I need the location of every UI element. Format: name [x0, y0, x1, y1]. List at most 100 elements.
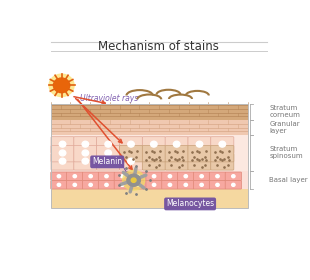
FancyBboxPatch shape: [67, 181, 83, 189]
Circle shape: [153, 175, 156, 178]
Bar: [51, 135, 248, 171]
Circle shape: [136, 183, 140, 186]
Circle shape: [131, 178, 136, 182]
FancyBboxPatch shape: [82, 181, 99, 189]
Circle shape: [196, 141, 203, 147]
Circle shape: [127, 174, 140, 186]
Bar: [51, 171, 248, 189]
Circle shape: [173, 141, 180, 147]
Circle shape: [168, 183, 172, 186]
Circle shape: [89, 183, 92, 186]
Circle shape: [200, 175, 203, 178]
FancyBboxPatch shape: [162, 172, 178, 180]
FancyBboxPatch shape: [51, 181, 67, 189]
FancyBboxPatch shape: [142, 137, 165, 153]
Circle shape: [59, 150, 66, 156]
Circle shape: [200, 183, 203, 186]
FancyBboxPatch shape: [188, 137, 211, 153]
Circle shape: [57, 183, 61, 186]
FancyBboxPatch shape: [193, 181, 210, 189]
FancyBboxPatch shape: [51, 154, 74, 170]
Circle shape: [105, 175, 108, 178]
FancyBboxPatch shape: [165, 146, 188, 162]
Text: Basal layer: Basal layer: [269, 177, 308, 183]
FancyBboxPatch shape: [146, 181, 162, 189]
FancyBboxPatch shape: [74, 137, 97, 153]
FancyBboxPatch shape: [114, 181, 131, 189]
FancyBboxPatch shape: [98, 172, 115, 180]
Circle shape: [168, 175, 172, 178]
Circle shape: [89, 175, 92, 178]
FancyBboxPatch shape: [146, 172, 162, 180]
Circle shape: [121, 175, 124, 178]
Bar: [51, 189, 248, 208]
Circle shape: [136, 175, 140, 178]
FancyBboxPatch shape: [114, 172, 131, 180]
Circle shape: [105, 158, 112, 164]
Circle shape: [49, 74, 74, 97]
Circle shape: [151, 141, 157, 147]
Bar: [51, 104, 248, 208]
FancyBboxPatch shape: [188, 146, 211, 162]
Circle shape: [184, 183, 188, 186]
FancyBboxPatch shape: [193, 172, 210, 180]
Circle shape: [73, 175, 77, 178]
Circle shape: [105, 141, 112, 147]
Text: Stratum
spinosum: Stratum spinosum: [269, 146, 303, 159]
Text: Melanin: Melanin: [92, 157, 122, 166]
Circle shape: [153, 183, 156, 186]
Circle shape: [232, 183, 235, 186]
FancyBboxPatch shape: [82, 172, 99, 180]
Circle shape: [232, 175, 235, 178]
Circle shape: [216, 183, 219, 186]
FancyBboxPatch shape: [67, 172, 83, 180]
FancyBboxPatch shape: [97, 154, 120, 170]
Circle shape: [122, 170, 145, 190]
FancyBboxPatch shape: [119, 146, 143, 162]
FancyBboxPatch shape: [211, 154, 234, 170]
Bar: [51, 104, 248, 120]
Circle shape: [82, 158, 89, 164]
Circle shape: [105, 150, 112, 156]
Bar: [51, 120, 248, 135]
Text: Granular
layer: Granular layer: [269, 121, 300, 134]
FancyBboxPatch shape: [119, 154, 143, 170]
FancyBboxPatch shape: [211, 146, 234, 162]
FancyBboxPatch shape: [130, 172, 146, 180]
FancyBboxPatch shape: [142, 154, 165, 170]
Circle shape: [219, 141, 226, 147]
FancyBboxPatch shape: [142, 146, 165, 162]
Circle shape: [73, 183, 77, 186]
FancyBboxPatch shape: [225, 172, 241, 180]
FancyBboxPatch shape: [225, 181, 241, 189]
FancyBboxPatch shape: [51, 137, 74, 153]
Circle shape: [53, 78, 70, 93]
FancyBboxPatch shape: [51, 172, 67, 180]
FancyBboxPatch shape: [209, 181, 226, 189]
Circle shape: [82, 150, 89, 156]
Circle shape: [184, 175, 188, 178]
FancyBboxPatch shape: [74, 154, 97, 170]
Circle shape: [105, 183, 108, 186]
FancyBboxPatch shape: [119, 137, 143, 153]
FancyBboxPatch shape: [98, 181, 115, 189]
FancyBboxPatch shape: [162, 181, 178, 189]
FancyBboxPatch shape: [178, 181, 194, 189]
Circle shape: [59, 158, 66, 164]
Text: Ultraviolet rays: Ultraviolet rays: [80, 94, 138, 103]
Text: Melanocytes: Melanocytes: [166, 199, 214, 208]
Circle shape: [57, 175, 61, 178]
Circle shape: [128, 158, 134, 164]
FancyBboxPatch shape: [165, 154, 188, 170]
FancyBboxPatch shape: [209, 172, 226, 180]
FancyBboxPatch shape: [97, 137, 120, 153]
Text: Mechanism of stains: Mechanism of stains: [99, 40, 219, 53]
Circle shape: [82, 141, 89, 147]
Circle shape: [121, 183, 124, 186]
FancyBboxPatch shape: [97, 146, 120, 162]
FancyBboxPatch shape: [130, 181, 146, 189]
FancyBboxPatch shape: [51, 146, 74, 162]
Circle shape: [216, 175, 219, 178]
Text: Stratum
corneum: Stratum corneum: [269, 105, 300, 118]
FancyBboxPatch shape: [165, 137, 188, 153]
